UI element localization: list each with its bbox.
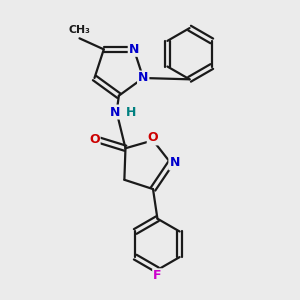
- Text: N: N: [129, 43, 139, 56]
- Text: H: H: [125, 106, 136, 118]
- Text: N: N: [138, 71, 148, 85]
- Text: CH₃: CH₃: [69, 26, 90, 35]
- Text: N: N: [169, 156, 180, 170]
- Text: N: N: [110, 106, 120, 118]
- Text: O: O: [89, 133, 100, 146]
- Text: F: F: [153, 269, 162, 282]
- Text: O: O: [148, 131, 158, 144]
